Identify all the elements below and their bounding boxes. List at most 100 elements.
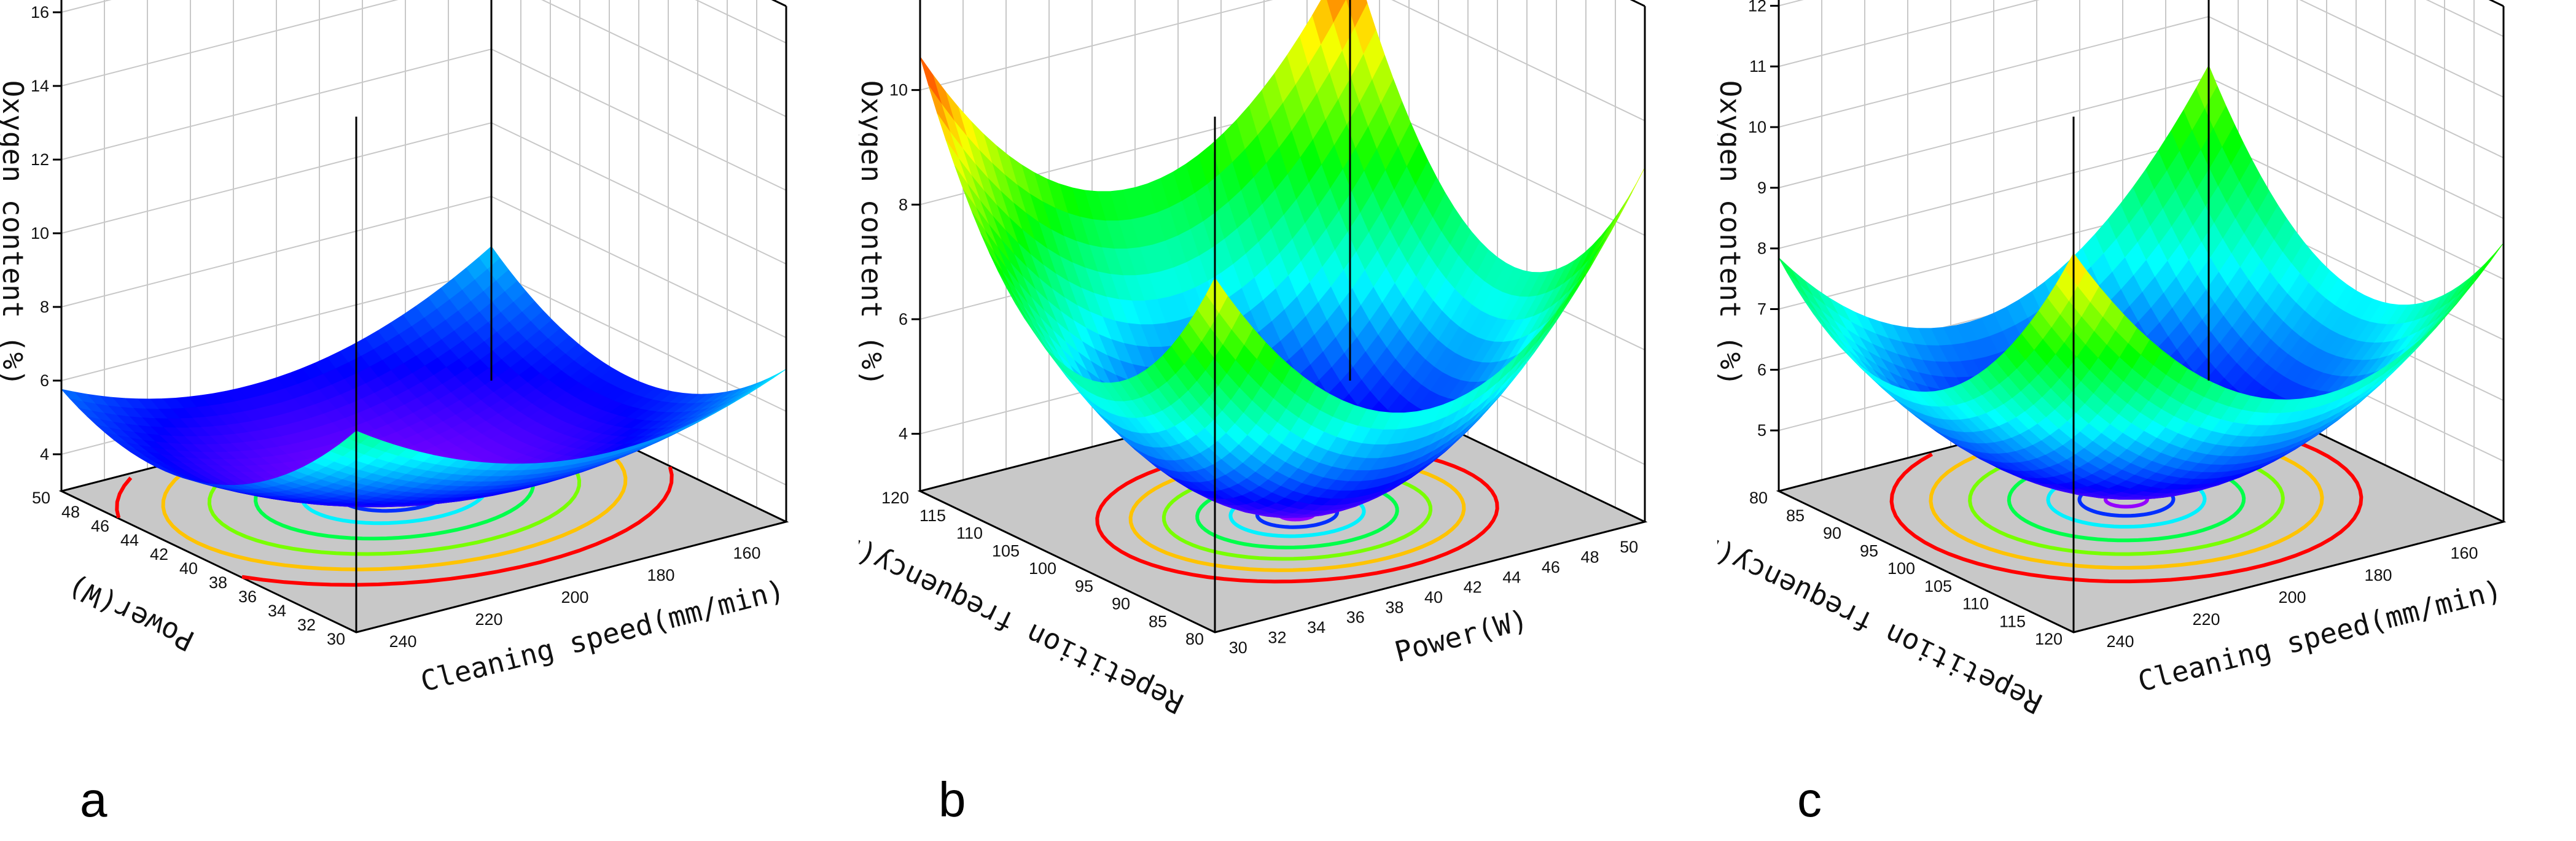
z-tick-label: 12 <box>31 150 49 169</box>
right-axis-tick-label: 32 <box>1268 628 1286 646</box>
surface-patch <box>1778 257 1801 285</box>
z-tick-label: 4 <box>899 425 908 443</box>
right-axis-tick-label: 34 <box>1307 618 1325 637</box>
wall-grid-line <box>61 122 787 265</box>
chart-panel-c: 5 6 7 8 9 10 11 12 Oxygen content (%) 120 115 110 10… <box>1717 0 2576 841</box>
right-axis-tick-label: 240 <box>2106 632 2134 651</box>
left-axis-tick-label: 120 <box>2035 630 2063 648</box>
z-tick-label: 5 <box>1757 421 1766 440</box>
right-axis-tick-label: 180 <box>647 566 674 584</box>
z-tick-label: 12 <box>1748 0 1766 15</box>
z-tick-label: 10 <box>31 224 49 242</box>
panel-letter: a <box>80 772 107 827</box>
right-axis-tick-label: 50 <box>1620 538 1638 556</box>
left-axis-tick-label: 110 <box>1962 595 1989 613</box>
surface-patch <box>1206 277 1228 313</box>
chart-panel-a: 4 6 8 10 12 14 16 Oxygen content (%) 30 32 34 36 38 4… <box>0 0 859 841</box>
surface-plot-b: 4681012Oxygen content (%)808590951001051… <box>859 0 1648 827</box>
left-axis-tick-label: 105 <box>992 541 1020 560</box>
z-tick-label: 11 <box>1749 57 1766 76</box>
right-axis-tick-label: 160 <box>733 544 760 562</box>
z-tick-label: 16 <box>31 3 49 21</box>
left-axis-tick-label: 30 <box>327 630 345 648</box>
left-axis-tick-label: 95 <box>1075 577 1093 595</box>
wall-grid-line <box>61 0 787 117</box>
right-axis-tick-label: 220 <box>475 610 502 629</box>
left-axis-tick-label: 34 <box>268 602 286 620</box>
z-tick-label: 8 <box>1757 239 1766 258</box>
axes-frame-a <box>53 0 787 632</box>
axes-frame-c <box>1770 0 2505 632</box>
z-tick-label: 10 <box>889 81 908 99</box>
left-axis-tick-label: 85 <box>1786 506 1805 525</box>
right-axis-tick-label: 30 <box>1229 638 1247 657</box>
z-tick-label: 6 <box>899 310 908 328</box>
right-axis-tick-label: 220 <box>2192 610 2220 629</box>
wall-grid-line <box>1778 15 2504 158</box>
z-axis-label: Oxygen content (%) <box>0 80 29 387</box>
surface-patch <box>2064 252 2087 287</box>
surface-mesh-c <box>1778 64 2504 500</box>
left-axis-tick-label: 95 <box>1860 541 1878 560</box>
left-axis-label: Power(W) <box>63 569 200 657</box>
left-axis-tick-label: 115 <box>1999 612 2026 630</box>
left-axis-tick-label: 44 <box>120 531 139 549</box>
right-axis-tick-label: 180 <box>2364 566 2392 584</box>
z-tick-label: 6 <box>40 371 49 390</box>
left-axis-tick-label: 90 <box>1112 595 1130 613</box>
z-axis-label: Oxygen content (%) <box>1717 80 1747 387</box>
left-axis-tick-label: 32 <box>297 616 316 634</box>
right-axis-tick-label: 200 <box>561 588 588 607</box>
z-tick-label: 6 <box>1757 360 1766 379</box>
axes-frame-b <box>911 0 1646 632</box>
surface-mesh-a <box>60 246 787 508</box>
right-axis-label: Power(W) <box>1391 603 1531 669</box>
z-axis-label: Oxygen content (%) <box>859 80 888 387</box>
surface-patch <box>919 56 942 104</box>
left-axis-tick-label: 38 <box>209 573 227 592</box>
right-axis-tick-label: 38 <box>1385 598 1403 616</box>
z-tick-label: 8 <box>899 195 908 214</box>
z-tick-label: 4 <box>40 445 49 463</box>
right-axis-tick-label: 48 <box>1581 548 1599 567</box>
surface-plot-c: 5 6 7 8 9 10 11 12 Oxygen content (%) 120 115 110 10… <box>1717 0 2507 827</box>
chart-panel-b: 4681012Oxygen content (%)808590951001051… <box>859 0 1717 841</box>
left-axis-tick-label: 80 <box>1185 630 1204 648</box>
left-axis-tick-label: 50 <box>32 489 50 507</box>
panel-letter: c <box>1797 772 1822 827</box>
left-axis-tick-label: 120 <box>881 489 909 507</box>
left-axis-tick-label: 105 <box>1924 577 1952 595</box>
panel-letter: b <box>939 772 966 827</box>
left-axis-tick-label: 42 <box>150 545 168 564</box>
right-axis-tick-label: 160 <box>2450 544 2478 562</box>
surface-mesh-b <box>919 0 1645 519</box>
surface-patch <box>1588 224 1610 260</box>
left-axis-tick-label: 115 <box>919 506 946 525</box>
z-tick-label: 8 <box>40 298 49 316</box>
surface-patch <box>747 378 770 392</box>
z-tick-label: 9 <box>1757 179 1766 197</box>
right-axis-tick-label: 240 <box>389 632 416 651</box>
left-axis-tick-label: 40 <box>179 559 198 578</box>
left-axis-tick-label: 100 <box>1029 559 1056 578</box>
wall-grid-line <box>61 48 787 191</box>
right-axis-tick-label: 36 <box>1346 608 1365 627</box>
wall-grid-line <box>1778 0 2504 98</box>
surface-patch <box>2464 262 2487 290</box>
right-axis-tick-label: 42 <box>1464 578 1482 597</box>
left-axis-tick-label: 90 <box>1823 524 1841 543</box>
z-tick-label: 10 <box>1748 118 1766 136</box>
wall-grid-line <box>1630 0 1645 7</box>
surface-patch <box>347 430 370 444</box>
left-axis-tick-label: 80 <box>1749 489 1768 507</box>
left-axis-tick-label: 110 <box>956 524 983 543</box>
left-axis-tick-label: 100 <box>1887 559 1915 578</box>
wall-grid-line <box>61 0 787 44</box>
z-tick-label: 14 <box>31 77 49 95</box>
z-tick-label: 7 <box>1757 300 1766 319</box>
left-axis-tick-label: 48 <box>61 503 80 521</box>
wall-grid-line <box>1778 0 2504 37</box>
right-axis-tick-label: 40 <box>1424 588 1443 607</box>
